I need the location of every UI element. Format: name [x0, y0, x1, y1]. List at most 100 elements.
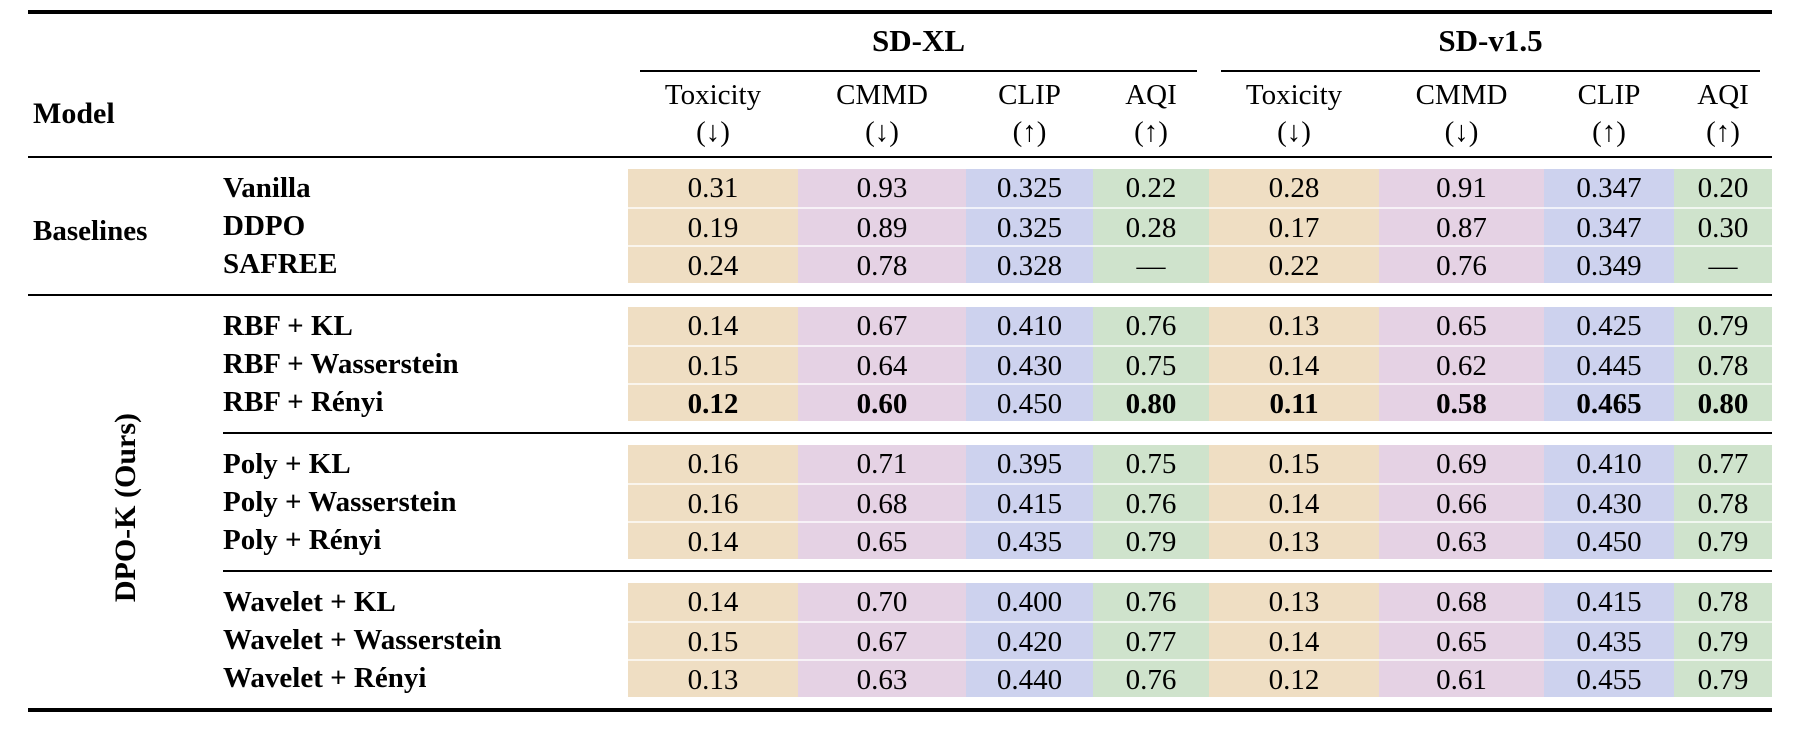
- metric-value: 0.68: [798, 483, 966, 521]
- up-arrow-icon: (↑): [1706, 116, 1740, 148]
- metric-value: 0.75: [1093, 445, 1210, 483]
- metric-value: 0.91: [1379, 169, 1545, 207]
- metric-cell: 0.12: [628, 383, 798, 433]
- metric-value: 0.79: [1674, 621, 1773, 659]
- column-header-name: Toxicity: [664, 79, 762, 111]
- metric-cell: 0.28: [1093, 207, 1210, 245]
- metric-value: 0.12: [1209, 659, 1380, 697]
- metric-cell: 0.62: [1379, 345, 1545, 383]
- column-header-name: AQI: [1697, 79, 1749, 111]
- metric-cell: 0.450: [966, 383, 1093, 433]
- metric-value: 0.65: [1379, 621, 1545, 659]
- metric-value: 0.76: [1093, 659, 1210, 697]
- metric-cell: 0.65: [798, 521, 966, 571]
- metric-value: 0.430: [1544, 483, 1675, 521]
- metric-cell: 0.77: [1674, 432, 1773, 483]
- metric-cell: 0.22: [1093, 157, 1210, 207]
- metric-cell: 0.77: [1093, 621, 1210, 659]
- metric-cell: 0.14: [628, 521, 798, 571]
- up-arrow-icon: (↑): [1592, 116, 1626, 148]
- metric-value: 0.79: [1674, 521, 1773, 559]
- metric-cell: 0.14: [1209, 345, 1380, 383]
- metric-value: 0.68: [1379, 583, 1545, 621]
- column-header-sdxl-aqi: AQI (↑): [1093, 72, 1210, 158]
- metric-cell: 0.325: [966, 207, 1093, 245]
- model-name: RBF + KL: [223, 294, 628, 345]
- column-header-sdv15-toxicity: Toxicity (↓): [1209, 72, 1380, 158]
- metric-value: 0.67: [798, 621, 966, 659]
- metric-value: 0.325: [966, 169, 1093, 207]
- metric-cell: 0.15: [628, 345, 798, 383]
- model-name: Wavelet + Rényi: [223, 662, 427, 694]
- metric-value: 0.415: [966, 483, 1093, 521]
- metric-cell: 0.80: [1093, 383, 1210, 433]
- metric-cell: 0.78: [1674, 570, 1773, 621]
- metric-cell: 0.60: [798, 383, 966, 433]
- table-row-poly-kl: Poly + KL 0.16 0.71 0.395 0.75 0.15 0.69…: [28, 432, 1773, 483]
- metric-value: 0.328: [966, 245, 1093, 283]
- metric-value: 0.325: [966, 207, 1093, 245]
- down-arrow-icon: (↓): [1277, 116, 1311, 148]
- metric-value: 0.77: [1093, 621, 1210, 659]
- metric-cell: 0.325: [966, 157, 1093, 207]
- metric-value: 0.76: [1093, 483, 1210, 521]
- metric-cell: 0.465: [1544, 383, 1675, 433]
- metric-value: 0.65: [798, 521, 966, 559]
- metric-cell: 0.14: [1209, 483, 1380, 521]
- metric-value: 0.62: [1379, 345, 1545, 383]
- column-header-row: Model Toxicity (↓) CMMD (↓) CLIP (↑) AQI…: [28, 72, 1773, 158]
- column-header-name: Toxicity: [1245, 79, 1343, 111]
- metric-value: 0.13: [1209, 521, 1380, 559]
- metric-value: —: [1093, 245, 1210, 283]
- metric-value: 0.347: [1544, 207, 1675, 245]
- metric-cell: 0.17: [1209, 207, 1380, 245]
- metric-cell: 0.58: [1379, 383, 1545, 433]
- metric-cell: 0.430: [1544, 483, 1675, 521]
- metric-cell: 0.79: [1674, 521, 1773, 571]
- metric-value: 0.24: [628, 245, 798, 283]
- metric-value: 0.66: [1379, 483, 1545, 521]
- metric-value: 0.450: [966, 383, 1093, 421]
- metric-cell: 0.76: [1093, 570, 1210, 621]
- metric-value: 0.420: [966, 621, 1093, 659]
- metric-cell: 0.415: [966, 483, 1093, 521]
- table-row-rbf-kl: DPO-K (Ours) RBF + KL 0.14 0.67 0.410 0.…: [28, 294, 1773, 710]
- metric-cell: 0.65: [1379, 294, 1545, 345]
- model-name: Poly + KL: [223, 432, 628, 483]
- metric-cell: 0.28: [1209, 157, 1380, 207]
- model-name: DDPO: [223, 210, 306, 242]
- metric-value: 0.31: [628, 169, 798, 207]
- metric-value: 0.16: [628, 483, 798, 521]
- metric-cell: 0.70: [798, 570, 966, 621]
- metric-value: 0.415: [1544, 583, 1675, 621]
- metric-value: 0.76: [1093, 583, 1210, 621]
- up-arrow-icon: (↑): [1134, 116, 1168, 148]
- metric-value: 0.75: [1093, 345, 1210, 383]
- metric-value: 0.13: [628, 659, 798, 697]
- column-header-sdv15-aqi: AQI (↑): [1674, 72, 1773, 158]
- metric-cell: —: [1674, 245, 1773, 295]
- metric-value: 0.440: [966, 659, 1093, 697]
- column-header-sdxl-cmmd: CMMD (↓): [798, 72, 966, 158]
- table-row-rbf-wasserstein: RBF + Wasserstein 0.15 0.64 0.430 0.75 0…: [28, 345, 1773, 383]
- metric-value: 0.87: [1379, 207, 1545, 245]
- model-name: Wavelet + KL: [223, 570, 628, 621]
- metric-value: 0.435: [966, 521, 1093, 559]
- metric-cell: 0.410: [966, 294, 1093, 345]
- metric-value: 0.16: [628, 445, 798, 483]
- metric-cell: 0.16: [628, 432, 798, 483]
- metric-value-best: 0.465: [1544, 383, 1675, 421]
- metric-cell: 0.435: [966, 521, 1093, 571]
- metric-cell: 0.79: [1674, 659, 1773, 710]
- table-row-ddpo: DDPO 0.19 0.89 0.325 0.28 0.17 0.87 0.34…: [28, 207, 1773, 245]
- model-name: SAFREE: [223, 248, 338, 280]
- column-header-sdxl-clip: CLIP (↑): [966, 72, 1093, 158]
- metric-value: 0.78: [1674, 345, 1773, 383]
- metric-value: 0.15: [628, 621, 798, 659]
- section-label-dpok: DPO-K (Ours): [28, 294, 223, 710]
- metric-cell: 0.78: [798, 245, 966, 295]
- metric-cell: 0.76: [1093, 659, 1210, 710]
- metric-value-best: 0.80: [1674, 383, 1773, 421]
- column-header-name: CMMD: [1415, 79, 1508, 111]
- metric-cell: 0.76: [1379, 245, 1545, 295]
